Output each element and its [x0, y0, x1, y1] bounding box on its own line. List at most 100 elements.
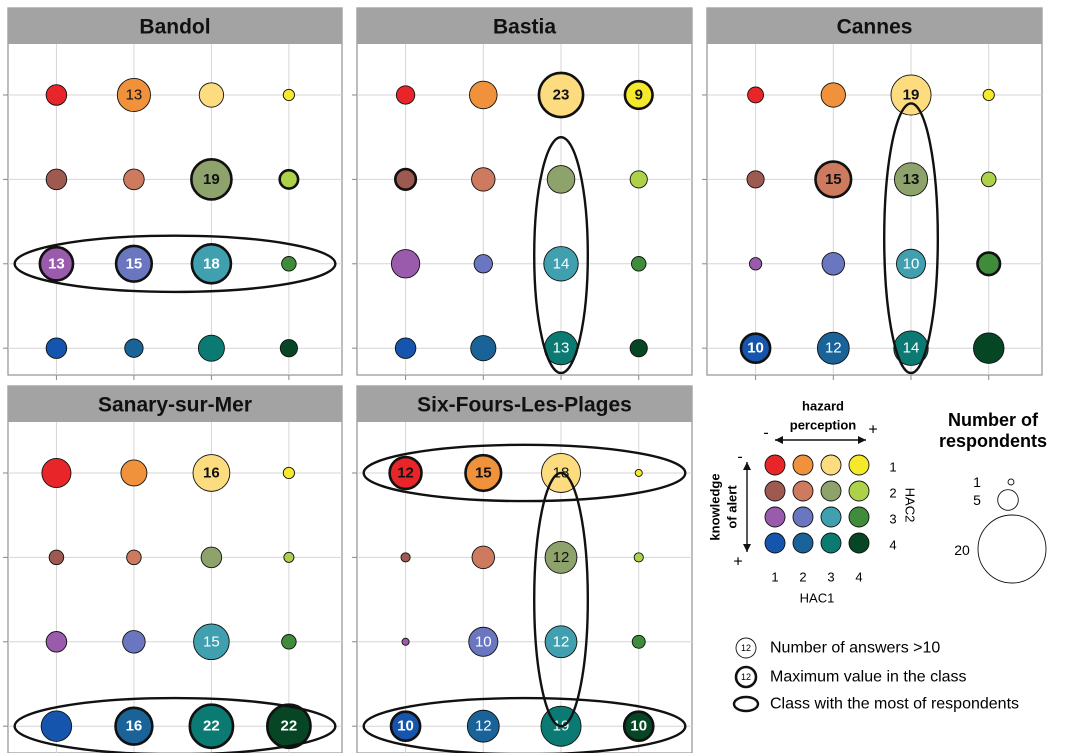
panel-header	[707, 8, 1042, 44]
hac2-number: 3	[889, 512, 896, 527]
panel-bastia: Bastia 23 9 14 13	[352, 7, 693, 380]
legend-swatch-2-4	[792, 532, 814, 554]
bubble-hac1-1-hac2-2	[45, 168, 68, 191]
bubble-hac1-2-hac2-4	[114, 706, 154, 746]
size-title-1: Number of	[948, 410, 1039, 430]
bubble-hac1-1-hac2-4	[40, 710, 73, 742]
bubble-hac1-2-hac2-3	[122, 630, 146, 654]
bubble-hac1-4-hac2-4	[266, 703, 312, 750]
data-label: 12	[553, 633, 570, 650]
bubble-hac1-1-hac2-1	[388, 455, 423, 491]
bubble-hac1-3-hac2-1	[192, 454, 231, 492]
bubble-hac1-3-hac2-2	[893, 162, 929, 197]
bubble-hac1-1-hac2-3	[748, 257, 763, 271]
bubble-hac1-1-hac2-2	[746, 170, 765, 189]
bubble-hac1-2-hac2-4	[816, 331, 850, 365]
plus-sign-v: +	[733, 554, 742, 571]
panel-title: Bandol	[139, 16, 210, 39]
bubble-hac1-4-hac2-3	[631, 256, 647, 272]
key-symbol-most-class	[732, 695, 760, 713]
bubble-hac1-3-hac2-3	[193, 623, 230, 661]
bubble-hac1-2-hac2-2	[123, 168, 145, 191]
most-class-row-ellipse	[13, 234, 337, 294]
bubble-hac1-4-hac2-4	[973, 332, 1005, 364]
bubble-hac1-1-hac2-3	[390, 249, 421, 279]
panel-sanary-sur-mer: Sanary-sur-Mer 16 15 16 22 22	[3, 385, 343, 753]
most-class-col-ellipse	[533, 135, 590, 375]
data-label: 22	[203, 718, 220, 735]
bubble-hac1-3-hac2-3	[543, 246, 579, 282]
bubble-hac1-1-hac2-3	[45, 631, 68, 653]
data-label: 12	[553, 549, 570, 566]
hazard-perception-label-2: perception	[790, 418, 857, 433]
bubble-hac1-3-hac2-1	[198, 82, 225, 108]
key-item-text: Class with the most of respondents	[770, 696, 1019, 713]
bubble-hac1-4-hac2-2	[629, 170, 648, 189]
bubble-hac1-4-hac2-1	[634, 468, 643, 477]
bubble-hac1-3-hac2-2	[544, 540, 578, 574]
bubble-hac1-4-hac2-1	[982, 88, 995, 102]
size-value-1: 1	[973, 474, 981, 490]
bubble-layer: 13 19 13 15 18	[13, 77, 337, 362]
panel-title: Bastia	[493, 16, 556, 39]
legend-swatch-2-2	[792, 480, 814, 502]
key-symbol-text: 12	[741, 643, 751, 653]
knowledge-label-1: knowledge	[708, 473, 723, 540]
hac2-label: HAC2	[903, 488, 918, 523]
most-class-col-ellipse	[883, 102, 940, 375]
bubble-hac1-1-hac2-2	[48, 549, 65, 566]
panel-header	[357, 8, 692, 44]
bubble-hac1-1-hac2-1	[747, 86, 764, 104]
bubble-hac1-1-hac2-2	[393, 167, 418, 191]
panel-frame	[7, 385, 343, 753]
bubble-hac1-2-hac2-3	[821, 252, 846, 276]
legend-swatch-2-1	[792, 454, 814, 476]
data-label: 18	[203, 255, 220, 272]
hac2-number: 4	[889, 538, 896, 553]
bubble-hac1-4-hac2-4	[622, 710, 655, 743]
legend-swatch-1-3	[764, 506, 786, 528]
panel-title: Cannes	[837, 16, 913, 39]
data-label: 14	[553, 255, 570, 272]
key-item-text: Number of answers >10	[770, 640, 940, 657]
panel-frame	[7, 7, 343, 376]
bubble-layer: 19 15 13 10 10 12 14	[739, 74, 1005, 375]
legend-swatch-3-3	[820, 506, 842, 528]
panel-title: Six-Fours-Les-Plages	[417, 394, 632, 417]
bubble-hac1-2-hac2-4	[470, 335, 497, 362]
bubble-hac1-1-hac2-4	[394, 337, 417, 359]
hac2-number: 1	[889, 460, 896, 475]
hac2-number: 2	[889, 486, 896, 501]
panel-frame	[706, 7, 1043, 376]
size-title-2: respondents	[939, 431, 1047, 451]
plus-sign: +	[868, 422, 877, 439]
data-label: 16	[126, 718, 143, 735]
key-symbol-max	[734, 665, 758, 689]
bubble-hac1-2-hac2-2	[471, 545, 496, 570]
data-label: 15	[825, 171, 842, 188]
panel-bandol: Bandol 13 19 13 15 18	[3, 7, 343, 380]
legend-swatch-3-2	[820, 480, 842, 502]
data-label: 10	[747, 340, 764, 357]
data-label: 15	[475, 464, 492, 481]
legend-swatch-4-4	[848, 532, 870, 554]
size-value-20: 20	[954, 542, 970, 558]
bubble-hac1-1-hac2-4	[45, 337, 68, 359]
bubble-hac1-3-hac2-2	[546, 165, 576, 194]
bubble-hac1-4-hac2-4	[629, 339, 648, 358]
bubble-hac1-3-hac2-1	[890, 74, 932, 116]
key-item-text: Maximum value in the class	[770, 669, 967, 686]
legend-swatch-4-1	[848, 454, 870, 476]
data-label: 13	[553, 340, 570, 357]
bubble-hac1-2-hac2-1	[469, 80, 498, 110]
hac1-number: 3	[827, 570, 834, 585]
bubble-hac1-4-hac2-1	[282, 88, 295, 102]
legend-swatch-1-4	[764, 532, 786, 554]
bubble-hac1-3-hac2-3	[896, 248, 927, 279]
bubble-hac1-4-hac2-3	[976, 251, 1002, 277]
bubble-hac1-2-hac2-3	[114, 244, 154, 283]
size-value-5: 5	[973, 492, 981, 508]
